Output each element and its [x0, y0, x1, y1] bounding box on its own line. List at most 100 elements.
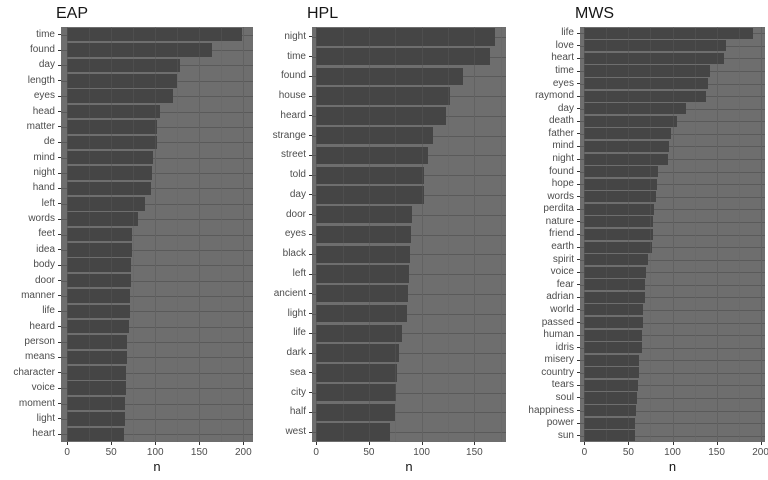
category-gridline	[580, 184, 765, 186]
y-axis-tick	[58, 95, 61, 97]
plot-area	[61, 27, 253, 442]
y-axis-tick	[577, 83, 580, 85]
y-label-row: fear	[510, 279, 580, 292]
y-label-row: means	[0, 350, 61, 365]
x-axis-tick	[243, 442, 245, 445]
y-tick-label: eyes	[552, 77, 574, 89]
y-axis-tick	[58, 264, 61, 266]
y-axis-tick	[58, 34, 61, 36]
y-axis-tick	[309, 411, 312, 413]
y-label-row: city	[258, 383, 312, 403]
y-axis-tick	[309, 293, 312, 295]
y-label-row: head	[0, 104, 61, 119]
y-label-row: light	[0, 411, 61, 426]
y-label-row: human	[510, 329, 580, 342]
y-tick-label: dark	[286, 347, 306, 359]
y-tick-label: left	[292, 268, 306, 280]
y-tick-label: adrian	[546, 291, 574, 303]
y-tick-label: means	[24, 351, 55, 363]
y-label-row: world	[510, 304, 580, 317]
y-axis-tick	[577, 322, 580, 324]
x-axis-title: n	[668, 459, 677, 474]
category-gridline	[61, 311, 253, 313]
bar-heard	[67, 319, 129, 334]
y-tick-label: voice	[31, 382, 55, 394]
gridline-overlay	[584, 27, 586, 442]
y-label-row: half	[258, 402, 312, 422]
category-gridline	[580, 322, 765, 324]
chart-panel-eap: EAP time found day length eyes head matter de mi…	[0, 0, 258, 480]
y-label-row: eyes	[0, 88, 61, 103]
y-axis-tick	[577, 183, 580, 185]
y-label-row: found	[0, 42, 61, 57]
y-tick-label: told	[289, 169, 306, 181]
bar-found	[584, 166, 658, 178]
gridline-overlay	[111, 27, 113, 442]
bar-eyes	[316, 225, 412, 244]
y-label-row: eyes	[510, 77, 580, 90]
bar-world	[584, 304, 643, 316]
bar-country	[584, 367, 639, 379]
y-axis-tick	[309, 194, 312, 196]
bar-door	[316, 206, 413, 224]
bar-street	[316, 146, 428, 165]
y-axis-tick	[58, 356, 61, 358]
y-tick-label: death	[548, 115, 574, 127]
category-gridline	[61, 188, 253, 190]
y-tick-label: left	[41, 197, 55, 209]
bar-misery	[584, 354, 639, 366]
y-axis-tick	[577, 384, 580, 386]
x-axis-tick	[628, 442, 630, 445]
y-axis-tick	[577, 45, 580, 47]
y-tick-label: words	[547, 190, 574, 202]
y-tick-label: friend	[548, 228, 574, 240]
y-tick-label: length	[27, 74, 55, 86]
bar-light	[316, 304, 407, 323]
bar-words	[67, 212, 139, 226]
y-tick-label: night	[33, 167, 55, 178]
gridline-overlay	[628, 27, 630, 442]
y-label-row: feet	[0, 227, 61, 242]
y-axis-tick	[577, 70, 580, 72]
y-axis-tick	[577, 108, 580, 110]
y-label-row: father	[510, 128, 580, 141]
bar-nature	[584, 216, 654, 228]
y-label-row: mind	[0, 150, 61, 165]
y-tick-label: time	[555, 65, 574, 76]
y-axis-tick	[577, 422, 580, 424]
y-label-row: day	[258, 185, 312, 205]
x-axis-tick	[368, 442, 370, 445]
gridline-overlay	[672, 27, 674, 442]
category-gridline	[580, 171, 765, 173]
category-gridline	[580, 335, 765, 337]
gridline-overlay	[500, 27, 502, 442]
y-label-row: words	[0, 211, 61, 226]
category-gridline	[312, 432, 506, 434]
y-tick-label: night	[552, 153, 574, 165]
y-label-row: night	[0, 165, 61, 180]
y-label-row: spirit	[510, 253, 580, 266]
y-label-row: friend	[510, 228, 580, 241]
y-axis-tick	[58, 80, 61, 82]
y-label-row: sea	[258, 363, 312, 383]
y-tick-label: light	[36, 412, 55, 424]
bar-means	[67, 350, 128, 365]
bar-house	[316, 87, 451, 105]
category-gridline	[580, 221, 765, 223]
y-axis-tick	[58, 157, 61, 159]
y-axis-tick	[309, 56, 312, 58]
x-tick-label: 0	[581, 447, 588, 458]
y-label-row: adrian	[510, 291, 580, 304]
y-axis-tick	[577, 246, 580, 248]
bar-black	[316, 245, 411, 263]
gridline-overlay	[474, 27, 476, 442]
gridline-overlay	[243, 27, 245, 442]
category-gridline	[61, 142, 253, 144]
x-axis-tick	[760, 442, 762, 445]
bar-mind	[67, 150, 153, 165]
y-tick-label: power	[546, 417, 574, 429]
y-axis-tick	[58, 218, 61, 220]
bar-voice	[67, 381, 127, 395]
y-tick-label: words	[28, 213, 55, 225]
y-tick-label: hand	[32, 182, 55, 194]
